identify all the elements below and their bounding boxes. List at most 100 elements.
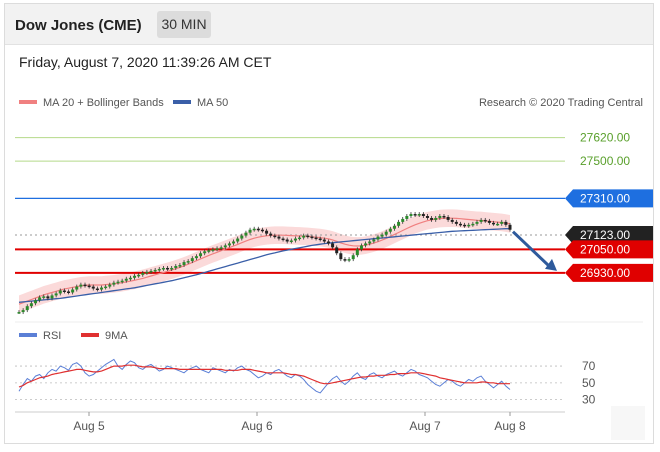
candle-body [281,238,285,241]
ma20-line [18,217,511,305]
candle-body [483,219,487,222]
candle-body [326,241,330,244]
candle-body [302,235,306,238]
candle-body [170,267,174,270]
candle-body [372,239,376,242]
candle-body [388,228,392,232]
candle-body [384,231,388,235]
candle-body [314,237,318,240]
rsi-swatch [19,333,37,337]
candle-body [351,255,355,260]
x-tick-label: Aug 7 [409,419,441,433]
candle-body [380,234,384,237]
candle-body [75,286,79,290]
rsi-tick-label: 30 [582,393,596,407]
candle-body [83,284,87,287]
candle-body [38,297,42,301]
candle-body [124,278,128,281]
candle-body [50,295,54,299]
legend-ma20: MA 20 + Bollinger Bands [43,97,164,109]
candle-body [95,288,99,291]
candle-body [463,224,467,227]
interval-button[interactable]: 30 MIN [157,11,211,38]
level-labels: 27620.00 27500.00 27310.00 27123.0027050.00… [565,131,653,282]
candle-body [504,221,508,225]
candle-body [174,266,178,268]
candle-body [112,282,116,285]
candle-body [500,221,504,224]
candle-body [409,214,413,216]
candle-body [166,267,170,270]
candle-body [467,224,471,227]
candle-body [153,269,157,272]
candle-body [368,241,372,244]
candle-body [79,284,83,287]
candle-body [161,267,165,270]
credit-text: Research © 2020 Trading Central [479,97,643,109]
moving-averages [18,217,511,305]
candle-body [67,291,71,293]
instrument-title: Dow Jones (CME) [15,17,142,34]
candle-body [58,290,62,294]
candle-body [194,256,198,259]
candle-body [442,216,446,218]
candle-body [289,240,293,243]
candle-body [496,223,500,226]
candle-body [141,272,145,275]
ma50-line [18,228,510,303]
candle-body [133,275,137,278]
candle-body [29,303,33,307]
candle-body [277,236,281,239]
rsi-tick-label: 70 [582,359,596,373]
legend-rsi-ma-label: 9MA [105,330,128,342]
candle-body [430,217,434,220]
resistance-level-label: 27310.00 [580,191,630,205]
rsi-grid: 30 50 70 [15,359,596,407]
candle-body [62,290,66,293]
rsi-tick-label: 50 [582,376,596,390]
candle-body [182,262,186,266]
rsi-ma-swatch [81,333,99,337]
candle-body [42,296,46,298]
price-chart: 27620.00 27500.00 27310.00 27123.0027050.00… [15,97,653,440]
candle-body [211,249,215,251]
corner-button[interactable] [611,406,645,440]
bollinger-band-area [19,209,510,314]
candle-body [104,286,108,289]
candle-body [479,219,483,222]
candle-body [376,236,380,240]
candle-body [355,249,359,256]
candle-body [487,220,491,223]
candle-body [116,281,120,284]
candle-body [475,221,479,224]
x-tick-label: Aug 5 [73,419,105,433]
candle-body [108,284,112,287]
candle-body [100,287,104,290]
ma20-swatch [19,100,37,104]
candle-body [207,250,211,252]
candle-body [471,223,475,226]
current-level-tag [565,226,653,245]
rsi-lines [18,358,511,394]
forecast-arrow [511,230,557,271]
candle-body [425,216,429,218]
candle-body [128,277,132,280]
candle-body [34,300,38,304]
candle-body [417,214,421,216]
candle-body [347,259,351,261]
candle-body [190,258,194,262]
level-lines [15,137,565,274]
candle-body [331,243,335,248]
x-tick-label: Aug 8 [494,419,526,433]
legend-ma50: MA 50 [197,97,228,109]
candle-body [232,241,236,244]
candle-body [157,268,161,271]
rsi-line [18,358,511,394]
candle-body [46,296,50,299]
candle-body [491,222,495,225]
support-level-tag [565,240,653,259]
candle-body [397,221,401,226]
candle-body [293,238,297,241]
candle-body [401,218,405,222]
candle-body [359,245,363,250]
